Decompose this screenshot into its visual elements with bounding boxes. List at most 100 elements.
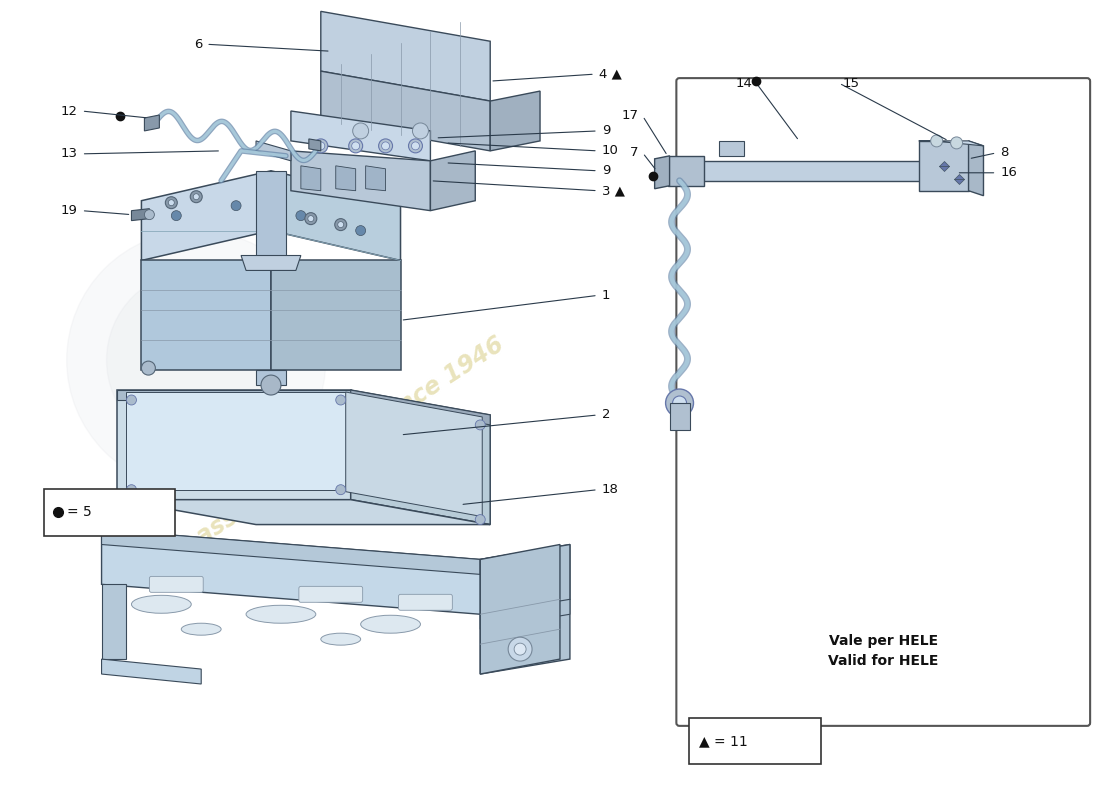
Circle shape: [336, 485, 345, 494]
Polygon shape: [271, 261, 400, 370]
Text: 3 ▲: 3 ▲: [602, 184, 625, 198]
Polygon shape: [481, 599, 570, 630]
Circle shape: [314, 139, 328, 153]
Text: 18: 18: [602, 483, 618, 496]
Circle shape: [931, 135, 943, 147]
Circle shape: [514, 643, 526, 655]
Text: the passion for parts since 1946: the passion for parts since 1946: [133, 332, 508, 587]
Polygon shape: [101, 530, 481, 574]
Polygon shape: [918, 141, 983, 146]
Polygon shape: [309, 139, 321, 151]
Text: 15: 15: [843, 77, 860, 90]
Polygon shape: [918, 141, 968, 190]
Circle shape: [334, 218, 346, 230]
Circle shape: [475, 420, 485, 430]
Text: 10: 10: [602, 144, 618, 158]
Circle shape: [666, 389, 693, 417]
Circle shape: [475, 514, 485, 525]
Circle shape: [411, 142, 419, 150]
Circle shape: [144, 210, 154, 220]
Polygon shape: [719, 141, 745, 156]
Text: 12: 12: [60, 105, 78, 118]
Circle shape: [296, 210, 306, 221]
Text: = 5: = 5: [67, 506, 92, 519]
Circle shape: [412, 123, 428, 139]
FancyBboxPatch shape: [676, 78, 1090, 726]
Circle shape: [352, 142, 360, 150]
Ellipse shape: [182, 623, 221, 635]
Polygon shape: [301, 166, 321, 190]
Text: 13: 13: [60, 147, 78, 160]
Circle shape: [336, 395, 345, 405]
FancyBboxPatch shape: [398, 594, 452, 610]
Circle shape: [67, 230, 326, 490]
Circle shape: [950, 137, 962, 149]
Circle shape: [355, 226, 365, 235]
Text: Vale per HELE
Valid for HELE: Vale per HELE Valid for HELE: [828, 634, 938, 668]
FancyBboxPatch shape: [150, 576, 204, 592]
Text: 4 ▲: 4 ▲: [598, 68, 622, 81]
Circle shape: [261, 375, 280, 395]
FancyBboxPatch shape: [690, 718, 821, 764]
Polygon shape: [117, 390, 351, 400]
Polygon shape: [256, 170, 286, 255]
Circle shape: [190, 190, 202, 202]
Circle shape: [168, 200, 174, 206]
FancyBboxPatch shape: [299, 586, 363, 602]
Polygon shape: [290, 111, 430, 161]
Text: 7: 7: [630, 146, 639, 159]
Ellipse shape: [361, 615, 420, 633]
Ellipse shape: [132, 595, 191, 614]
Polygon shape: [101, 659, 201, 684]
Circle shape: [231, 201, 241, 210]
Polygon shape: [256, 141, 290, 161]
Circle shape: [353, 123, 369, 139]
Circle shape: [172, 210, 182, 221]
FancyBboxPatch shape: [44, 490, 175, 535]
Text: 19: 19: [60, 204, 78, 217]
Polygon shape: [142, 170, 271, 261]
Text: 9: 9: [602, 164, 610, 178]
Polygon shape: [670, 403, 690, 430]
Polygon shape: [241, 255, 301, 270]
Polygon shape: [351, 390, 491, 525]
Polygon shape: [481, 545, 560, 674]
Polygon shape: [101, 584, 127, 659]
Text: 8: 8: [1000, 146, 1009, 159]
Polygon shape: [144, 115, 159, 131]
Circle shape: [107, 270, 286, 450]
Polygon shape: [101, 530, 570, 614]
Text: 14: 14: [736, 77, 752, 90]
Circle shape: [382, 142, 389, 150]
Polygon shape: [668, 156, 704, 186]
Circle shape: [672, 396, 686, 410]
Circle shape: [305, 213, 317, 225]
Text: 2: 2: [602, 409, 610, 422]
Polygon shape: [117, 500, 491, 525]
Text: 1: 1: [602, 289, 610, 302]
Polygon shape: [680, 161, 958, 181]
Polygon shape: [126, 392, 345, 490]
Polygon shape: [256, 370, 286, 385]
Text: ▲ = 11: ▲ = 11: [700, 734, 748, 748]
Circle shape: [317, 142, 324, 150]
Polygon shape: [321, 71, 491, 151]
Polygon shape: [365, 166, 386, 190]
Circle shape: [126, 395, 136, 405]
Polygon shape: [290, 151, 430, 210]
Circle shape: [194, 194, 199, 200]
Circle shape: [165, 197, 177, 209]
Polygon shape: [345, 392, 482, 517]
Text: 6: 6: [194, 38, 202, 50]
Text: 16: 16: [1000, 166, 1018, 179]
Polygon shape: [968, 141, 983, 196]
Polygon shape: [491, 91, 540, 151]
Circle shape: [142, 361, 155, 375]
Circle shape: [408, 139, 422, 153]
Text: 17: 17: [621, 110, 639, 122]
Polygon shape: [351, 390, 491, 425]
Polygon shape: [142, 261, 271, 370]
Polygon shape: [481, 545, 570, 674]
Text: 9: 9: [602, 125, 610, 138]
Circle shape: [308, 216, 314, 222]
